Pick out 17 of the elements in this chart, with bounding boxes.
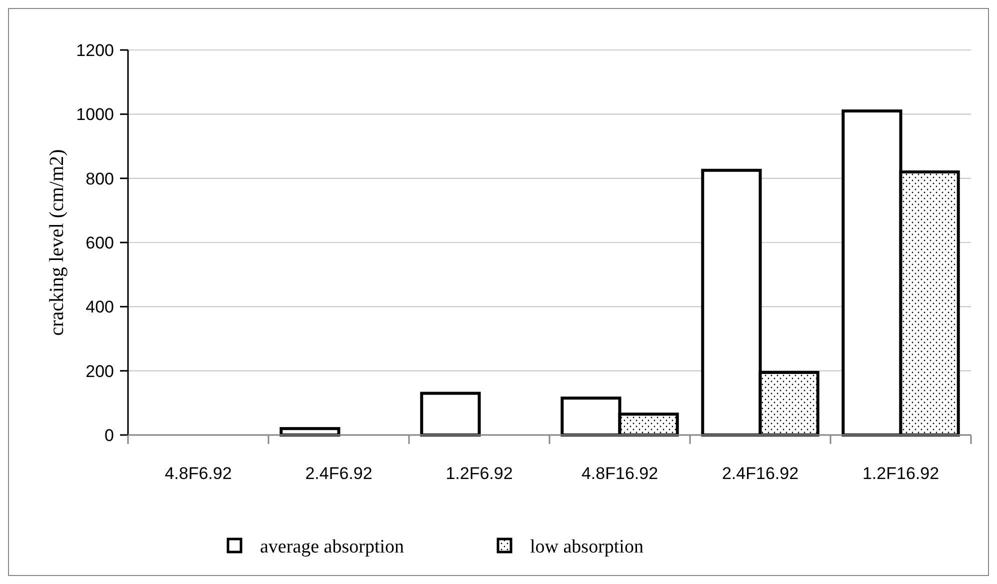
x-tick-label: 1.2F6.92 [446,464,513,483]
x-tick-label: 1.2F16.92 [862,464,940,483]
x-tick-label: 4.8F16.92 [581,464,658,483]
legend-label: low absorption [530,536,644,558]
bar [420,392,481,436]
y-tick-label: 0 [104,426,114,445]
x-tick-label: 2.4F6.92 [305,464,372,483]
y-axis-title: cracking level (cm/m2) [46,149,68,336]
x-tick-label: 4.8F6.92 [164,464,232,483]
y-tick-label: 1200 [76,40,114,60]
y-tick-label: 1000 [76,105,114,124]
y-tick-label: 200 [86,362,114,381]
y-tick-label: 800 [86,169,114,188]
y-tick-label: 400 [86,298,114,317]
legend-label: average absorption [260,536,405,558]
x-tick-label: 2.4F16.92 [722,464,799,483]
y-tick-label: 600 [86,233,114,252]
